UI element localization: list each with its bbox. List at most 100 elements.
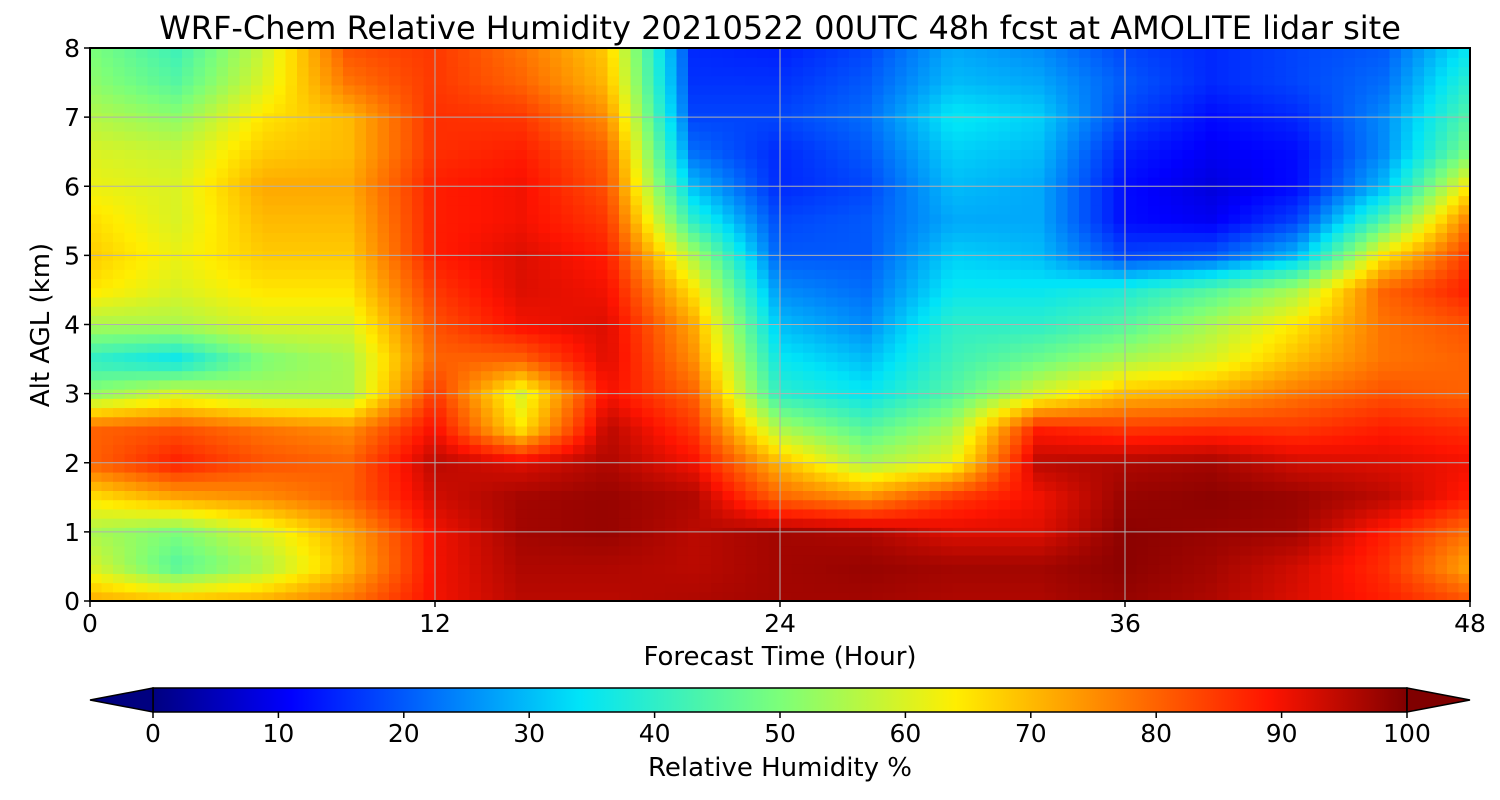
heatmap-cell [768,223,781,233]
heatmap-cell [814,241,827,252]
heatmap-cell [90,223,103,233]
heatmap-cell [722,333,735,344]
heatmap-cell [711,490,724,501]
heatmap-cell [1067,462,1080,473]
heatmap-cell [1447,370,1460,381]
heatmap-cell [745,269,758,280]
heatmap-cell [159,573,172,584]
heatmap-cell [1320,269,1333,280]
heatmap-cell [837,259,850,270]
heatmap-cell [1171,508,1184,519]
heatmap-cell [860,416,873,427]
heatmap-cell [1056,499,1069,510]
heatmap-cell [492,582,505,593]
heatmap-cell [1401,379,1414,390]
heatmap-cell [1286,315,1299,326]
heatmap-cell [630,554,643,565]
heatmap-cell [170,241,183,252]
heatmap-cell [412,435,425,445]
heatmap-cell [929,573,942,584]
heatmap-cell [1355,352,1368,362]
heatmap-cell [1125,462,1138,473]
heatmap-cell [1056,269,1069,280]
heatmap-cell [596,545,609,556]
heatmap-cell [1021,545,1034,556]
heatmap-cell [918,416,931,427]
heatmap-cell [527,554,540,565]
heatmap-cell [573,444,586,455]
heatmap-cell [205,269,218,280]
heatmap-cell [1044,287,1057,298]
heatmap-cell [1240,315,1253,326]
heatmap-cell [423,462,436,473]
heatmap-cell [1401,315,1414,326]
heatmap-cell [1309,416,1322,427]
heatmap-cell [849,342,862,353]
heatmap-cell [780,425,793,436]
heatmap-cell [124,554,137,565]
heatmap-cell [803,324,816,335]
heatmap-cell [826,425,839,436]
heatmap-cell [101,213,114,224]
heatmap-cell [1148,462,1161,473]
heatmap-cell [170,425,183,436]
heatmap-cell [849,352,862,362]
heatmap-cell [366,287,379,298]
heatmap-cell [1309,278,1322,289]
heatmap-cell [1090,545,1103,556]
heatmap-cell [964,554,977,565]
heatmap-cell [308,573,321,584]
heatmap-cell [1217,573,1230,584]
heatmap-cell [619,333,632,344]
heatmap-cell [1274,481,1287,491]
heatmap-cell [1251,296,1264,307]
heatmap-cell [1447,232,1460,243]
heatmap-cell [1125,361,1138,372]
heatmap-cell [389,213,402,224]
heatmap-cell [377,591,390,601]
heatmap-cell [1113,232,1126,243]
heatmap-cell [998,306,1011,316]
heatmap-cell [1171,545,1184,556]
heatmap-cell [343,453,356,464]
heatmap-cell [768,499,781,510]
heatmap-cell [262,232,275,243]
heatmap-cell [412,462,425,473]
heatmap-cell [124,471,137,482]
heatmap-cell [630,536,643,547]
heatmap-cell [1033,296,1046,307]
heatmap-cell [688,425,701,436]
heatmap-cell [630,564,643,574]
heatmap-cell [872,545,885,556]
heatmap-cell [780,490,793,501]
heatmap-cell [1412,232,1425,243]
heatmap-cell [642,444,655,455]
heatmap-cell [1240,591,1253,601]
heatmap-cell [538,591,551,601]
heatmap-cell [550,490,563,501]
heatmap-cell [1033,444,1046,455]
heatmap-cell [101,269,114,280]
heatmap-cell [630,545,643,556]
heatmap-cell [101,499,114,510]
heatmap-cell [1090,241,1103,252]
heatmap-cell [745,361,758,372]
heatmap-cell [170,213,183,224]
heatmap-cell [688,481,701,491]
heatmap-cell [711,407,724,418]
heatmap-cell [975,361,988,372]
heatmap-cell [504,324,517,335]
heatmap-cell [1125,269,1138,280]
heatmap-cell [297,259,310,270]
heatmap-cell [757,269,770,280]
heatmap-cell [952,342,965,353]
heatmap-cell [883,333,896,344]
heatmap-cell [251,259,264,270]
heatmap-cell [239,435,252,445]
heatmap-cell [1159,342,1172,353]
heatmap-cell [1309,471,1322,482]
heatmap-cell [734,453,747,464]
heatmap-cell [400,333,413,344]
heatmap-cell [1297,573,1310,584]
heatmap-cell [1205,241,1218,252]
